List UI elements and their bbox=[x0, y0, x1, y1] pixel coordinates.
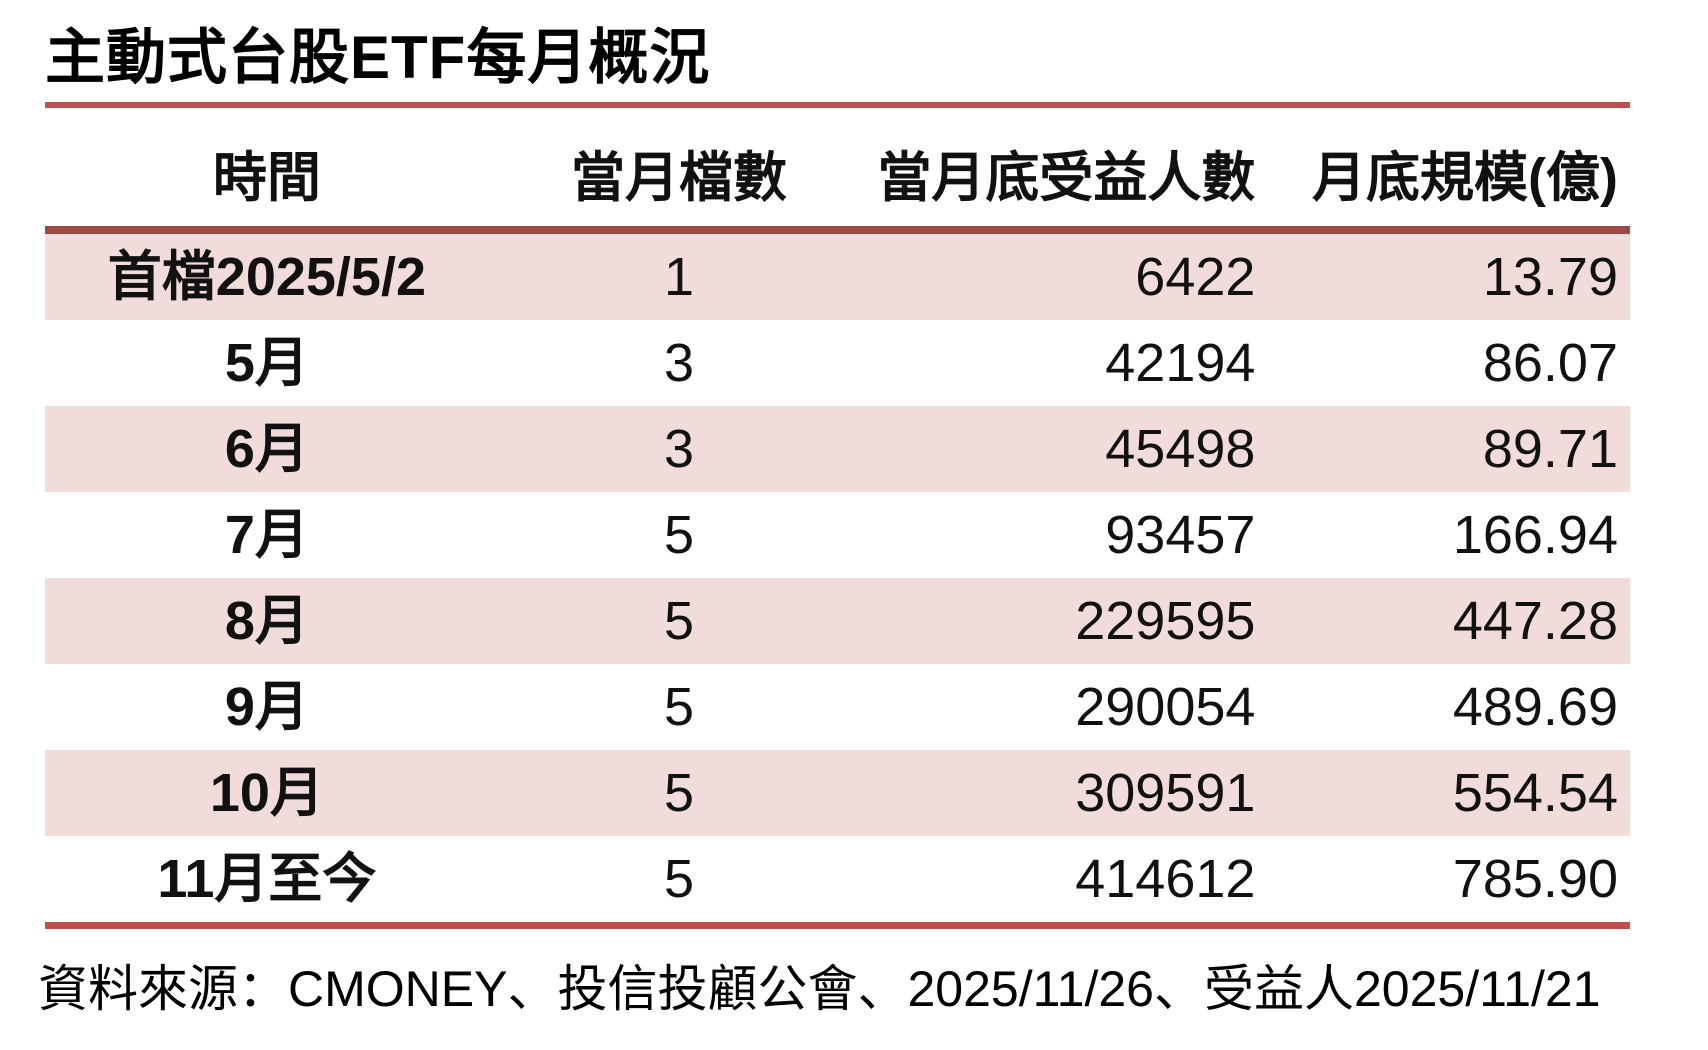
table-cell: 8月 bbox=[224, 591, 309, 651]
table-row: 首檔2025/5/2 1 6422 13.79 bbox=[45, 234, 1630, 320]
table-cell: 5 bbox=[663, 677, 695, 737]
source-note: 資料來源：CMONEY、投信投顧公會、2025/11/26、受益人2025/11… bbox=[38, 961, 1601, 1017]
table-row: 6月 3 45498 89.71 bbox=[45, 406, 1630, 492]
table-cell: 45498 bbox=[1105, 419, 1256, 479]
table-row: 10月 5 309591 554.54 bbox=[45, 750, 1630, 836]
header-cell-time: 時間 bbox=[212, 148, 321, 208]
table-cell: 6月 bbox=[224, 419, 309, 479]
table-cell: 6422 bbox=[1135, 247, 1256, 307]
table-row: 8月 5 229595 447.28 bbox=[45, 578, 1630, 664]
table-cell: 86.07 bbox=[1482, 333, 1618, 393]
table-cell: 309591 bbox=[1075, 763, 1256, 823]
table-row: 9月 5 290054 489.69 bbox=[45, 664, 1630, 750]
table-cell: 5 bbox=[663, 505, 695, 565]
table-cell: 3 bbox=[663, 333, 695, 393]
table-cell: 1 bbox=[663, 247, 695, 307]
table-cell: 93457 bbox=[1105, 505, 1256, 565]
table-cell: 5 bbox=[663, 591, 695, 651]
etf-monthly-table: 時間 當月檔數 當月底受益人數 月底規模(億) 首檔2025/5/2 1 6422 1… bbox=[45, 108, 1630, 922]
table-body: 首檔2025/5/2 1 6422 13.79 5月 3 42194 86.07 6月 3 4549… bbox=[45, 234, 1630, 922]
table-cell: 229595 bbox=[1075, 591, 1256, 651]
table-cell: 489.69 bbox=[1452, 677, 1618, 737]
table-cell: 42194 bbox=[1105, 333, 1256, 393]
table-cell: 3 bbox=[663, 419, 695, 479]
table-cell: 5 bbox=[663, 763, 695, 823]
header-cell-beneficiaries: 當月底受益人數 bbox=[877, 148, 1256, 208]
table-cell: 414612 bbox=[1075, 849, 1256, 909]
table-cell: 89.71 bbox=[1482, 419, 1618, 479]
header-cell-aum: 月底規模(億) bbox=[1312, 148, 1618, 208]
table-cell: 290054 bbox=[1075, 677, 1256, 737]
table-cell: 5 bbox=[663, 849, 695, 909]
table-cell: 166.94 bbox=[1452, 505, 1618, 565]
table-cell: 9月 bbox=[224, 677, 309, 737]
table-cell: 13.79 bbox=[1482, 247, 1618, 307]
table-row: 5月 3 42194 86.07 bbox=[45, 320, 1630, 406]
page-title: 主動式台股ETF每月概況 bbox=[45, 24, 711, 91]
table-bottom-rule bbox=[45, 922, 1630, 929]
table-cell: 5月 bbox=[224, 333, 309, 393]
table-cell: 447.28 bbox=[1452, 591, 1618, 651]
table-header-row: 時間 當月檔數 當月底受益人數 月底規模(億) bbox=[45, 108, 1630, 234]
table-row: 7月 5 93457 166.94 bbox=[45, 492, 1630, 578]
table-cell: 10月 bbox=[209, 763, 324, 823]
table-cell: 11月至今 bbox=[157, 849, 377, 909]
table-cell: 785.90 bbox=[1452, 849, 1618, 909]
table-cell: 554.54 bbox=[1452, 763, 1618, 823]
title-underline bbox=[45, 102, 1630, 108]
table-row: 11月至今 5 414612 785.90 bbox=[45, 836, 1630, 922]
table-cell: 首檔2025/5/2 bbox=[107, 247, 426, 307]
table-cell: 7月 bbox=[224, 505, 309, 565]
header-cell-fund-count: 當月檔數 bbox=[570, 148, 787, 208]
